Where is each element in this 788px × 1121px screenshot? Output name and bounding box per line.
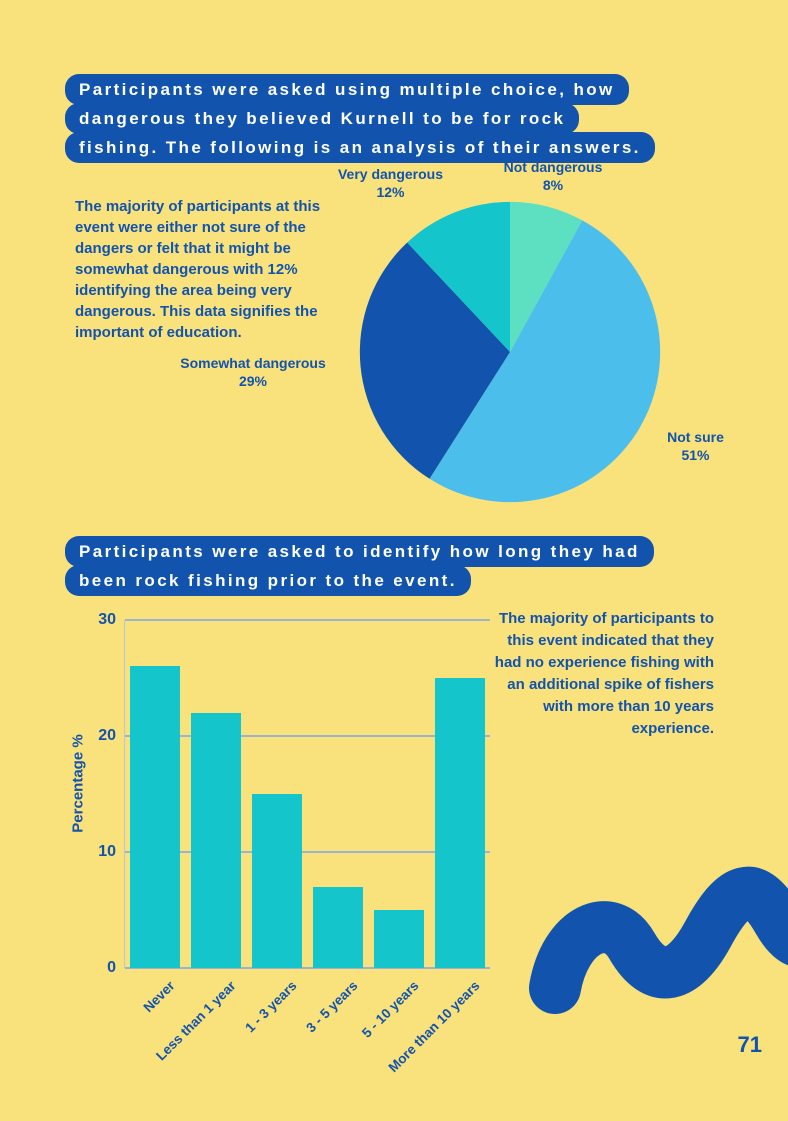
bar-slot: [186, 620, 247, 968]
x-axis-line: [125, 967, 490, 969]
pie-svg: [359, 201, 661, 503]
y-tick-0: 0: [107, 959, 116, 976]
section1-title-line1: Participants were asked using multiple c…: [65, 74, 629, 105]
pie-label-very-dangerous: Very dangerous 12%: [308, 165, 473, 201]
bar-slot: [368, 620, 429, 968]
pie-label-pct: 51%: [681, 447, 710, 463]
section2-title-line1: Participants were asked to identify how …: [65, 536, 654, 567]
bar-never: [130, 666, 181, 968]
x-label-more-than-10-years: More than 10 years: [385, 978, 483, 1076]
experience-bar-chart: Percentage % 0 10 20 30 Never Less than 1 ye…: [70, 600, 530, 1090]
pie-label-text: Very dangerous: [337, 166, 444, 182]
y-tick-10: 10: [98, 843, 116, 860]
experience-x-labels: Never Less than 1 year 1 - 3 years 3 - 5 ye…: [125, 974, 490, 1084]
pie-label-not-dangerous: Not dangerous 8%: [478, 158, 628, 194]
section2-title-line2: been rock fishing prior to the event.: [65, 565, 471, 596]
bar-slot: [429, 620, 490, 968]
section1-title-line3: fishing. The following is an analysis of…: [65, 132, 655, 163]
danger-pie-chart: [355, 197, 665, 507]
pie-label-text: Somewhat dangerous: [180, 355, 326, 371]
pie-label-pct: 8%: [542, 177, 564, 193]
pie-slice-somewhat-dangerous: [359, 242, 510, 479]
pie-label-not-sure: Not sure 51%: [638, 428, 753, 464]
pie-slice-not-sure: [429, 220, 661, 503]
bar-slot: [247, 620, 308, 968]
section2-title: Participants were asked to identify how …: [65, 536, 654, 596]
bar-more-than-10-years: [434, 678, 485, 968]
x-label-1-3-years: 1 - 3 years: [242, 978, 300, 1036]
pie-label-text: Not dangerous: [503, 159, 603, 175]
section2-commentary: The majority of participants to this eve…: [494, 610, 714, 737]
bar-slot: [307, 620, 368, 968]
wave-path: [529, 866, 788, 1014]
x-label-3-5-years: 3 - 5 years: [303, 978, 361, 1036]
pie-label-pct: 12%: [376, 184, 405, 200]
y-axis-line: [124, 620, 125, 968]
bar-1-3-years: [252, 794, 303, 968]
section1-title: Participants were asked using multiple c…: [65, 74, 655, 163]
x-label-less-than-1-year: Less than 1 year: [153, 978, 239, 1064]
pie-label-somewhat-dangerous: Somewhat dangerous 29%: [163, 354, 343, 390]
wave-squiggle-icon: [529, 866, 788, 1014]
experience-bars: [125, 620, 490, 968]
x-label-5-10-years: 5 - 10 years: [358, 978, 422, 1041]
bar-5-10-years: [373, 910, 424, 968]
section1-commentary: The majority of participants at this eve…: [75, 198, 321, 341]
gridline-30: [125, 619, 490, 621]
pie-slice-very-dangerous: [407, 201, 510, 352]
bar-slot: [125, 620, 186, 968]
section1-title-line2: dangerous they believed Kurnell to be fo…: [65, 103, 580, 134]
experience-plot: [124, 619, 490, 969]
x-label-never: Never: [140, 978, 179, 1016]
gridline-20: [125, 735, 490, 737]
bar-3-5-years: [312, 886, 363, 968]
gridline-10: [125, 851, 490, 853]
pie-label-text: Not sure: [667, 429, 724, 445]
y-tick-20: 20: [98, 727, 116, 744]
bar-less-than-1-year: [191, 712, 242, 968]
pie-label-pct: 29%: [238, 373, 268, 389]
page-number: 71: [737, 1032, 762, 1057]
y-tick-30: 30: [98, 611, 116, 628]
experience-grid: [124, 619, 490, 969]
pie-slice-not-dangerous: [510, 201, 583, 352]
